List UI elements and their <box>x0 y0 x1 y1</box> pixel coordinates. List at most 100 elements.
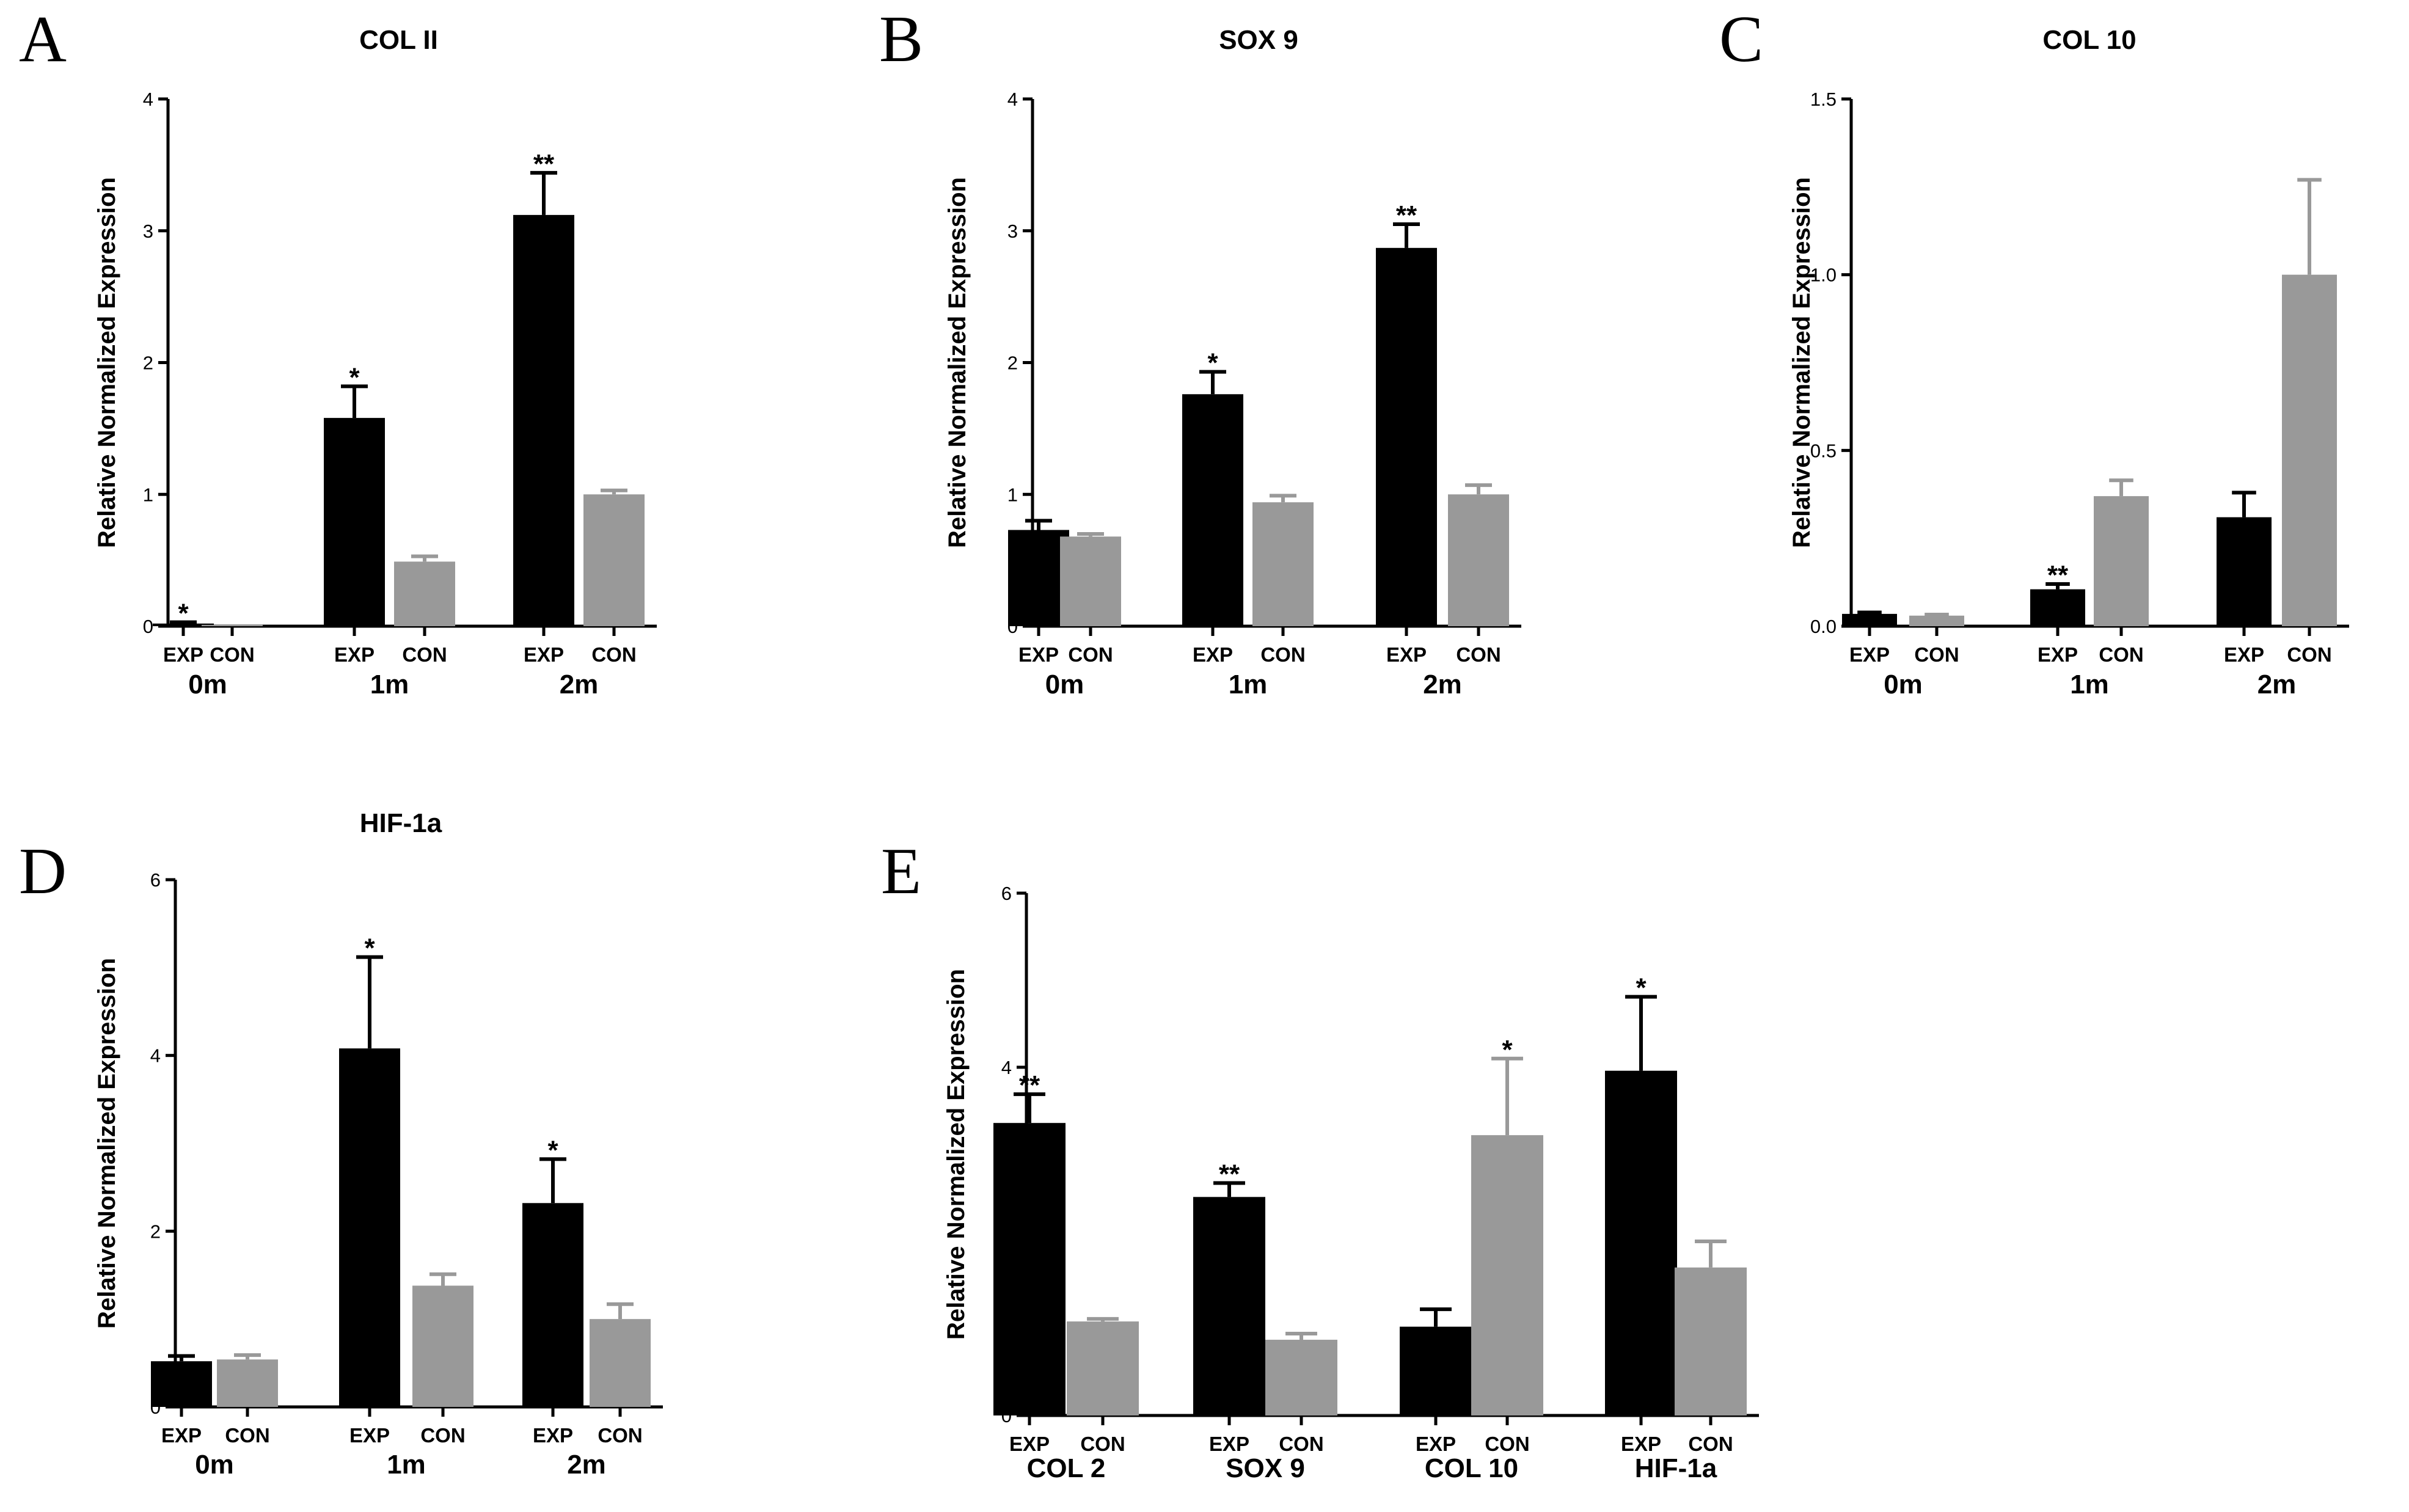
bar-exp <box>2030 589 2085 626</box>
panel-c: C COL 10 0.0 0.5 1.0 1.5 Relative Normalized E… <box>1719 3 2349 699</box>
bar-label: CON <box>1688 1433 1733 1455</box>
bar-label: CON <box>598 1424 642 1447</box>
y-tick-label: 0.0 <box>1810 616 1837 637</box>
bar-label: EXP <box>1009 1433 1050 1455</box>
bar-exp <box>522 1203 583 1407</box>
bar-con <box>2282 274 2337 627</box>
panel-letter: B <box>879 3 923 76</box>
chart-title: COL 10 <box>2042 25 2136 55</box>
bar-con <box>217 1359 278 1407</box>
bar-label: EXP <box>1018 643 1059 666</box>
group-label: 2m <box>567 1450 606 1480</box>
y-axis-label: Relative Normalized Expression <box>93 177 120 548</box>
bar-label: EXP <box>1386 643 1427 666</box>
bar-label: CON <box>1914 643 1959 666</box>
bar-con <box>2094 496 2149 626</box>
bar-label: EXP <box>1849 643 1890 666</box>
bar-con <box>394 561 455 626</box>
bar-con <box>1067 1321 1139 1415</box>
bar-exp <box>1842 613 1897 626</box>
bar-label: CON <box>1456 643 1501 666</box>
bar-label: CON <box>2099 643 2143 666</box>
y-tick-label: 3 <box>1007 221 1018 242</box>
panel-letter: E <box>881 835 921 908</box>
chart-title: SOX 9 <box>1219 25 1298 55</box>
y-tick-label: 2 <box>143 352 153 374</box>
significance-marker: ** <box>2047 560 2069 590</box>
bar-label: EXP <box>1193 643 1233 666</box>
bar-label: CON <box>402 643 447 666</box>
bar-con <box>1448 494 1509 626</box>
group-label: 2m <box>1423 670 1462 699</box>
bar-label: EXP <box>1416 1433 1456 1455</box>
bar-exp <box>1376 247 1437 626</box>
bar-con <box>1471 1135 1543 1415</box>
significance-marker: ** <box>1019 1070 1040 1100</box>
bar-label: CON <box>1485 1433 1529 1455</box>
group-label: HIF-1a <box>1635 1453 1717 1483</box>
group-label: 2m <box>2257 670 2297 699</box>
bar-label: CON <box>210 643 254 666</box>
bar-label: CON <box>225 1424 269 1447</box>
panel-letter: C <box>1719 3 1763 76</box>
y-axis-label: Relative Normalized Expression <box>943 969 970 1340</box>
bar-exp <box>1400 1326 1472 1415</box>
y-axis-label: Relative Normalized Expression <box>93 958 120 1329</box>
y-tick-label: 1.0 <box>1810 265 1837 286</box>
bar-label: EXP <box>163 643 203 666</box>
significance-marker: ** <box>533 149 555 179</box>
bar-label: CON <box>591 643 636 666</box>
significance-marker: * <box>1207 348 1218 378</box>
y-tick-label: 0 <box>143 616 153 637</box>
bar-con <box>412 1285 473 1407</box>
group-label: SOX 9 <box>1226 1453 1305 1483</box>
panel-letter: D <box>19 835 67 908</box>
y-tick-label: 4 <box>150 1045 161 1067</box>
significance-marker: ** <box>1219 1160 1240 1189</box>
significance-marker: * <box>547 1135 558 1165</box>
bar-con <box>1060 536 1121 626</box>
group-label: 1m <box>387 1450 426 1480</box>
bar-label: EXP <box>334 643 375 666</box>
bar-exp <box>1605 1070 1677 1415</box>
bar-exp <box>2217 517 2272 626</box>
chart-title: HIF-1a <box>360 808 442 838</box>
panel-e: E0246Relative Normalized Expression**EXP… <box>881 835 1759 1483</box>
y-tick-label: 4 <box>1001 1057 1012 1078</box>
bar-con <box>1252 502 1314 626</box>
y-tick-label: 3 <box>143 221 153 242</box>
group-label: 0m <box>195 1450 234 1480</box>
y-tick-label: 1.5 <box>1810 89 1837 110</box>
bar-label: CON <box>1068 643 1113 666</box>
bar-exp <box>151 1361 212 1407</box>
bar-con <box>583 494 645 626</box>
group-label: 2m <box>560 670 599 699</box>
bar-label: CON <box>1080 1433 1125 1455</box>
bar-exp <box>513 214 574 626</box>
bar-con <box>1675 1267 1747 1415</box>
bar-label: CON <box>420 1424 465 1447</box>
panel-a: A COL II 0 1 2 3 4 Relative Normalized Expressi… <box>19 3 657 699</box>
chart-title: COL II <box>359 25 438 55</box>
y-tick-label: 2 <box>1007 352 1018 374</box>
significance-marker: ** <box>1396 200 1417 230</box>
group-label: 0m <box>188 670 227 699</box>
bar-exp <box>153 623 214 626</box>
bar-con <box>1909 615 1964 626</box>
significance-marker: * <box>1502 1035 1513 1065</box>
y-axis-label: Relative Normalized Expression <box>1788 177 1815 548</box>
y-tick-label: 0.5 <box>1810 440 1837 461</box>
panel-letter: A <box>19 3 67 76</box>
group-label: COL 10 <box>1425 1453 1518 1483</box>
y-axis-label: Relative Normalized Expression <box>944 177 971 548</box>
group-label: 1m <box>2070 670 2109 699</box>
bar-exp <box>1182 394 1243 626</box>
bar-label: EXP <box>2224 643 2264 666</box>
y-tick-label: 6 <box>150 869 161 891</box>
significance-marker: * <box>178 599 189 629</box>
bar-exp <box>339 1048 400 1407</box>
y-tick-label: 4 <box>143 89 153 110</box>
significance-marker: * <box>364 933 375 963</box>
bar-label: CON <box>2287 643 2331 666</box>
